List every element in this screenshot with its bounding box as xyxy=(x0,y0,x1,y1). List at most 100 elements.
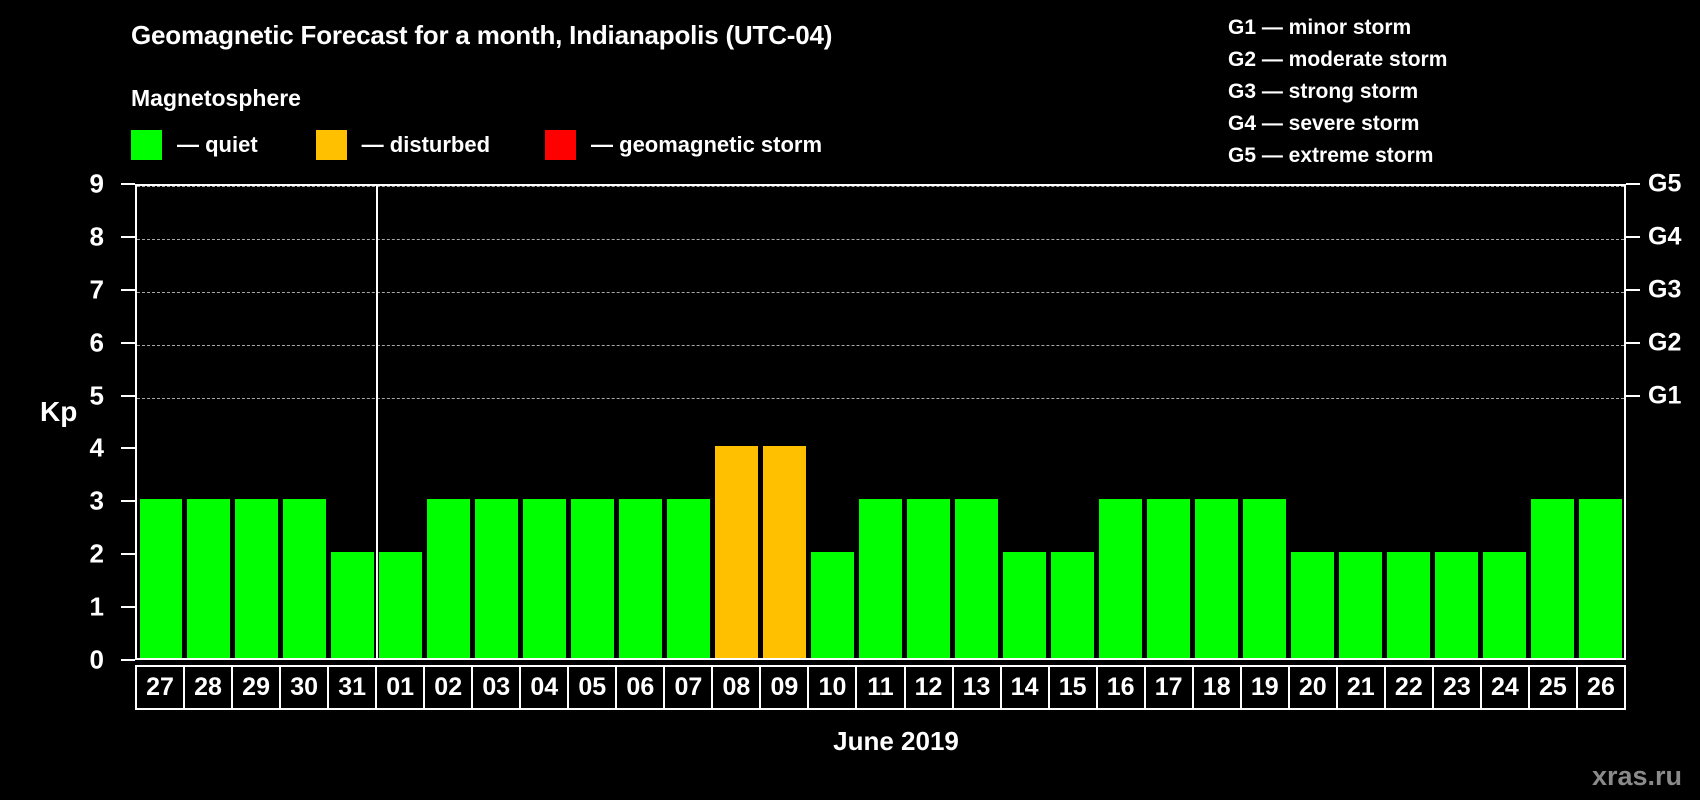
bar-03 xyxy=(475,499,519,658)
bar-slot xyxy=(1048,186,1096,658)
bar-02 xyxy=(427,499,471,658)
y-tick-label-6: 6 xyxy=(89,327,104,358)
subtitle-magnetosphere: Magnetosphere xyxy=(131,85,301,111)
bar-slot xyxy=(1432,186,1480,658)
legend-label: — disturbed xyxy=(361,132,491,157)
bar-14 xyxy=(1002,552,1046,658)
y-tick-label-9: 9 xyxy=(89,168,104,199)
bar-slot xyxy=(665,186,713,658)
bar-19 xyxy=(1242,499,1286,658)
magnetosphere-legend: — quiet — disturbed — geomagnetic storm xyxy=(131,130,822,160)
y-tick-mark xyxy=(121,288,135,291)
bar-17 xyxy=(1146,499,1190,658)
bar-slot xyxy=(857,186,905,658)
date-cell-31: 31 xyxy=(329,667,378,708)
y-tick-label-8: 8 xyxy=(89,221,104,252)
bar-slot xyxy=(1336,186,1384,658)
legend-label: — geomagnetic storm xyxy=(591,132,823,157)
legend-item-disturbed: — disturbed xyxy=(315,130,491,160)
date-cell-10: 10 xyxy=(809,667,858,708)
bar-27 xyxy=(139,499,183,658)
bar-slot xyxy=(617,186,665,658)
bar-12 xyxy=(907,499,950,658)
gscale-row: G2 — moderate storm xyxy=(1228,48,1448,71)
date-cell-15: 15 xyxy=(1049,667,1098,708)
bar-slot xyxy=(1240,186,1288,658)
watermark: xras.ru xyxy=(1591,761,1682,791)
bar-slot xyxy=(137,186,185,658)
bar-31 xyxy=(331,552,375,658)
bar-07 xyxy=(667,499,711,658)
y-tick-label-3: 3 xyxy=(89,485,104,516)
bar-10 xyxy=(811,552,855,658)
bar-slot xyxy=(521,186,569,658)
y-tick-mark xyxy=(121,183,135,185)
g-tick-label-G2: G2 xyxy=(1648,328,1682,357)
bar-slot xyxy=(1288,186,1336,658)
g-tick-mark xyxy=(1626,235,1640,238)
legend-label: — quiet xyxy=(177,132,258,157)
bar-13 xyxy=(954,499,998,658)
bar-slot xyxy=(185,186,233,658)
bar-06 xyxy=(619,499,663,658)
g-tick-mark xyxy=(1626,288,1640,291)
date-cell-19: 19 xyxy=(1241,667,1290,708)
date-cell-01: 01 xyxy=(377,667,426,708)
y-tick-label-1: 1 xyxy=(89,591,104,622)
bar-slot xyxy=(905,186,953,658)
bar-slot xyxy=(1528,186,1576,658)
g-tick-mark xyxy=(1626,341,1640,344)
y-tick-label-0: 0 xyxy=(89,644,104,675)
page-title: Geomagnetic Forecast for a month, Indian… xyxy=(131,20,833,50)
gridline xyxy=(137,397,1624,399)
legend-swatch-quiet xyxy=(131,130,162,160)
y-axis-label: Kp xyxy=(40,396,78,427)
date-cell-16: 16 xyxy=(1097,667,1146,708)
y-tick-mark xyxy=(121,447,135,450)
x-axis-label: June 2019 xyxy=(0,726,1700,757)
date-cell-29: 29 xyxy=(233,667,282,708)
date-cell-25: 25 xyxy=(1529,667,1578,708)
gscale-row: G5 — extreme storm xyxy=(1228,144,1434,167)
y-tick-mark xyxy=(121,341,135,344)
bar-04 xyxy=(523,499,567,658)
date-cell-30: 30 xyxy=(281,667,330,708)
date-cell-03: 03 xyxy=(473,667,522,708)
bar-15 xyxy=(1050,552,1094,658)
bar-28 xyxy=(187,499,231,658)
date-cell-09: 09 xyxy=(761,667,810,708)
gscale-legend: G1 — minor storm G2 — moderate storm G3 — … xyxy=(1228,12,1447,172)
date-cell-05: 05 xyxy=(569,667,618,708)
bar-slot xyxy=(377,186,425,658)
bar-26 xyxy=(1578,499,1622,658)
y-tick-label-2: 2 xyxy=(89,538,104,569)
date-cell-14: 14 xyxy=(1001,667,1050,708)
bar-slot xyxy=(569,186,617,658)
date-cell-23: 23 xyxy=(1433,667,1482,708)
y-tick-mark xyxy=(121,659,135,661)
g-tick-mark xyxy=(1626,183,1640,185)
bar-30 xyxy=(283,499,327,658)
date-cell-13: 13 xyxy=(953,667,1002,708)
date-cell-28: 28 xyxy=(185,667,234,708)
y-tick-label-7: 7 xyxy=(89,274,104,305)
bar-20 xyxy=(1290,552,1334,658)
bar-slot xyxy=(233,186,281,658)
y-tick-mark xyxy=(121,606,135,609)
date-cell-22: 22 xyxy=(1385,667,1434,708)
bar-23 xyxy=(1434,552,1478,658)
legend-item-quiet: — quiet xyxy=(131,130,258,160)
bar-slot xyxy=(761,186,809,658)
bar-25 xyxy=(1530,499,1574,658)
legend-item-geomagneticstorm: — geomagnetic storm xyxy=(545,130,822,160)
gridline xyxy=(137,291,1624,293)
bar-slot xyxy=(952,186,1000,658)
bar-08 xyxy=(715,446,759,658)
date-cell-17: 17 xyxy=(1145,667,1194,708)
y-tick-mark xyxy=(121,500,135,503)
bar-24 xyxy=(1482,552,1526,658)
date-cell-18: 18 xyxy=(1193,667,1242,708)
bar-slot xyxy=(329,186,377,658)
legend-swatch-storm xyxy=(545,130,577,160)
date-cell-11: 11 xyxy=(857,667,906,708)
